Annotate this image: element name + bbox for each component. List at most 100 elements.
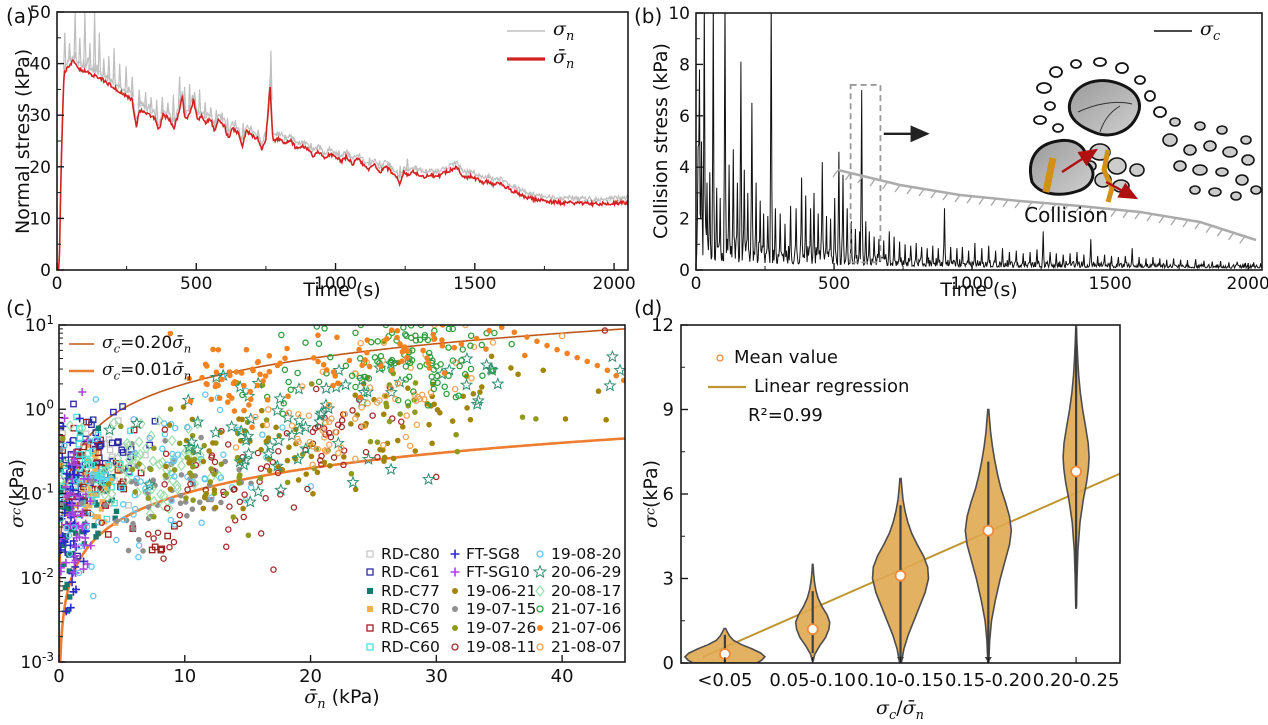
sensor-bar-left xyxy=(1042,157,1057,193)
svg-text:50: 50 xyxy=(29,3,51,23)
pebble xyxy=(1183,144,1197,156)
svg-text:1000: 1000 xyxy=(950,274,993,294)
svg-text:0: 0 xyxy=(53,666,64,687)
slope-line xyxy=(837,168,1257,242)
pebble xyxy=(1044,101,1056,111)
panel-c-legend-RD-C77: RD-C77 xyxy=(362,582,440,600)
rock-top xyxy=(1067,79,1141,137)
svg-text:2: 2 xyxy=(679,210,690,230)
panel-b-letter: (b) xyxy=(634,4,663,28)
pebble xyxy=(1162,133,1178,147)
svg-text:0: 0 xyxy=(691,274,702,294)
panel-c-legend-FT-SG8: FT-SG8 xyxy=(447,545,520,563)
panel-b-xlabel: Time (s) xyxy=(940,279,1018,301)
pebble xyxy=(1208,187,1222,197)
collision-stress-series xyxy=(696,13,1262,270)
panel-c-legend-21-07-06: 21-07-06 xyxy=(532,619,621,637)
collision-inset-illustration: Collision xyxy=(832,57,1262,244)
panel-c-legend-RD-C80: RD-C80 xyxy=(362,545,440,563)
svg-text:6: 6 xyxy=(679,107,690,127)
panel-c-legend-19-08-11: 19-08-11 xyxy=(447,638,536,656)
svg-text:12: 12 xyxy=(651,315,674,336)
svg-text:10-3: 10-3 xyxy=(20,650,54,673)
panel-c-legend-19-07-15: 19-07-15 xyxy=(447,600,536,618)
scatter-series-21-07-06 xyxy=(167,325,625,431)
collision-label: Collision xyxy=(1024,203,1108,227)
category-label-4: 0.20-0.25 xyxy=(1033,670,1120,691)
pebble xyxy=(1192,164,1208,176)
pebble xyxy=(1189,185,1201,195)
svg-text:1500: 1500 xyxy=(1089,274,1132,294)
svg-text:20: 20 xyxy=(299,666,322,687)
pebble xyxy=(1115,62,1129,74)
svg-text:100: 100 xyxy=(25,397,54,420)
panel-a: 0 500 1000 1500 2000 0 10 20 30 40 50 xyxy=(29,3,635,294)
svg-text:20: 20 xyxy=(29,158,51,178)
panel-c-legend-FT-SG10: FT-SG10 xyxy=(447,563,530,581)
pebble xyxy=(1173,160,1187,172)
pebble xyxy=(1033,115,1047,125)
normal-stress-mean-series xyxy=(57,59,628,270)
panel-c-legend-19-07-26: 19-07-26 xyxy=(447,619,536,637)
panel-a-letter: (a) xyxy=(6,4,34,28)
pebble xyxy=(1036,82,1052,94)
panel-d-legend-r2: R²=0.99 xyxy=(748,405,823,426)
pebble xyxy=(1107,157,1127,175)
svg-text:4: 4 xyxy=(679,158,690,178)
panel-c-legend-RD-C70: RD-C70 xyxy=(362,600,440,618)
svg-text:10-2: 10-2 xyxy=(20,566,54,589)
svg-text:10-1: 10-1 xyxy=(20,482,54,505)
svg-text:1500: 1500 xyxy=(453,274,496,294)
panel-c-curve-label-1: σc=0.01σ̄n xyxy=(69,360,192,383)
panel-d: 0 3 6 9 12 <0.05 0.05-0.10 0.10-0.15 0.15-0.20 0.… xyxy=(651,315,1121,691)
svg-text:40: 40 xyxy=(551,666,574,687)
panel-c-legend-19-08-20: 19-08-20 xyxy=(532,545,621,563)
panel-c-legend-21-07-16: 21-07-16 xyxy=(532,600,621,618)
svg-text:30: 30 xyxy=(29,106,51,126)
panel-c-legend-RD-C65: RD-C65 xyxy=(362,619,440,637)
pebble xyxy=(1250,185,1262,195)
svg-text:6: 6 xyxy=(663,484,674,505)
panel-c-curve-label-0: σc=0.20σ̄n xyxy=(69,333,192,356)
scatter-series-19-08-11 xyxy=(98,327,609,573)
panel-c-letter: (c) xyxy=(6,296,33,320)
scatter-series-21-08-07 xyxy=(232,325,566,469)
svg-text:500: 500 xyxy=(818,274,850,294)
panel-c: 0 10 20 30 40 101 100 10-1 10-2 10-3 xyxy=(20,313,626,687)
category-label-2: 0.10-0.15 xyxy=(857,670,944,691)
mean-marker-3 xyxy=(982,524,995,537)
panel-c-legend-19-06-21: 19-06-21 xyxy=(447,582,536,600)
svg-text:2000: 2000 xyxy=(592,274,635,294)
pebble xyxy=(1222,146,1238,158)
pebble xyxy=(1134,75,1146,85)
panel-d-legend-mean: Mean value xyxy=(712,347,838,368)
svg-text:10: 10 xyxy=(668,4,690,24)
panel-d-xlabel: σc/σ̄n xyxy=(876,697,924,723)
mean-value-label: Mean value xyxy=(734,347,838,368)
pebble xyxy=(1129,163,1145,177)
panel-b-ylabel: Collision stress (kPa) xyxy=(650,43,672,239)
pebble xyxy=(1144,90,1156,102)
svg-text:3: 3 xyxy=(663,569,674,590)
pebble xyxy=(1230,191,1242,201)
svg-text:9: 9 xyxy=(663,400,674,421)
impact-arrow-right xyxy=(1105,180,1139,200)
normal-stress-raw-series xyxy=(57,12,628,270)
pebble xyxy=(1052,123,1064,133)
pebble xyxy=(1093,57,1107,67)
svg-text:0: 0 xyxy=(679,261,690,281)
panel-b-legend-entry-0: σc xyxy=(1154,18,1221,44)
mean-marker-2 xyxy=(894,569,907,582)
pebble xyxy=(1153,106,1167,118)
rock-texture-lines xyxy=(1077,101,1133,133)
category-label-3: 0.15-0.20 xyxy=(945,670,1032,691)
panel-a-legend-entry-1: σ̄n xyxy=(507,46,575,72)
mean-marker-4 xyxy=(1070,465,1082,478)
rock-left xyxy=(1029,138,1095,196)
svg-text:101: 101 xyxy=(25,313,54,336)
panel-c-legend-21-08-07: 21-08-07 xyxy=(532,638,621,656)
panel-d-letter: (d) xyxy=(634,296,663,320)
